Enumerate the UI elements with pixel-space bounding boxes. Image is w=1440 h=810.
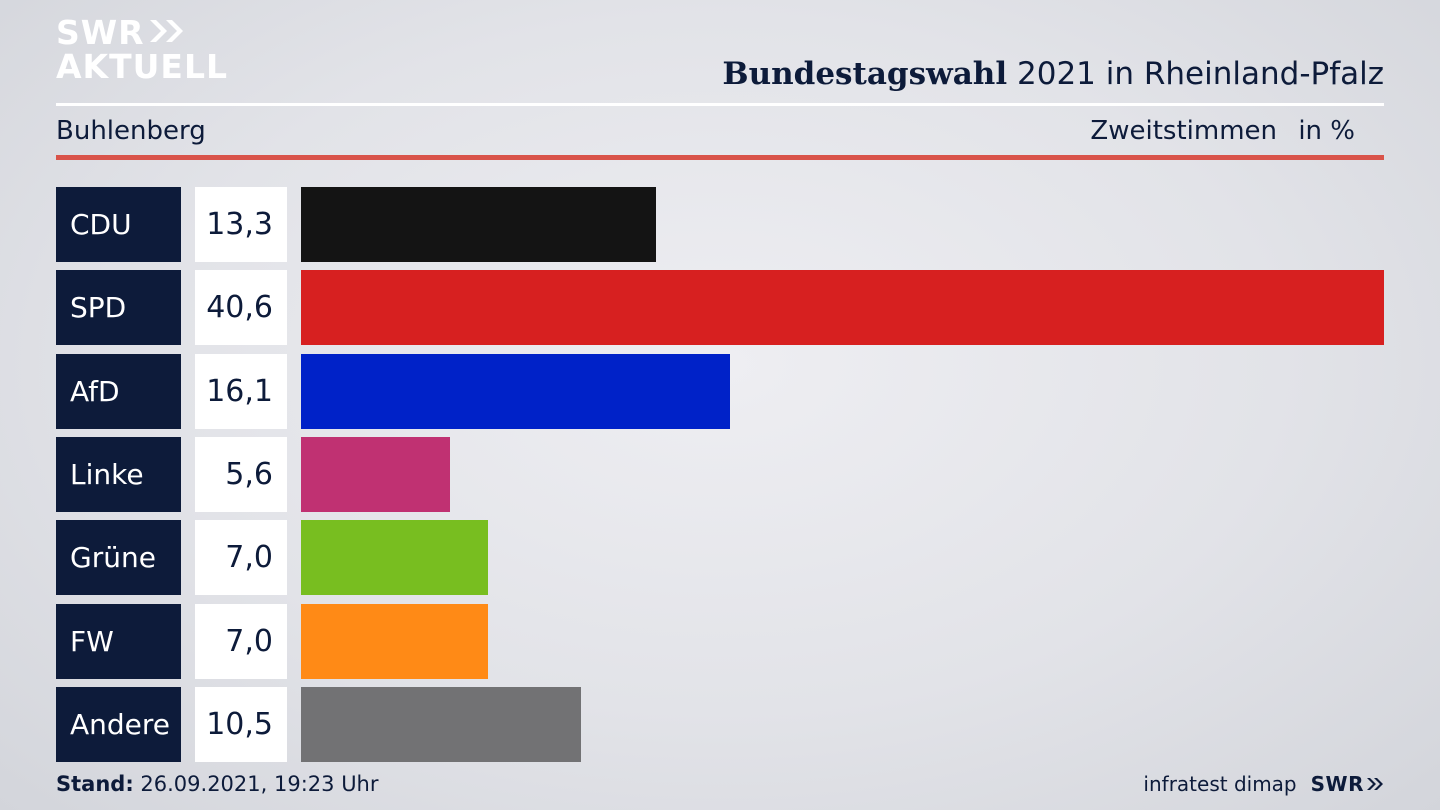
logo-line-1: SWR xyxy=(56,16,228,50)
value-label: 10,5 xyxy=(195,686,287,762)
small-double-chevron-icon xyxy=(1364,772,1384,796)
bar-row: FW 7,0 xyxy=(56,603,1384,679)
party-label: AfD xyxy=(56,353,181,429)
value-label: 13,3 xyxy=(195,187,287,262)
party-label: SPD xyxy=(56,270,181,346)
value-label: 16,1 xyxy=(195,353,287,429)
bar-row: Andere 10,5 xyxy=(56,686,1384,762)
party-label: Andere xyxy=(56,686,181,762)
accent-divider xyxy=(56,155,1384,160)
logo-line-2: AKTUELL xyxy=(56,47,229,86)
party-label: FW xyxy=(56,603,181,679)
double-chevron-icon xyxy=(148,16,186,50)
logo-swr-text: SWR xyxy=(56,13,145,52)
swr-brand-logo: SWR xyxy=(1311,772,1384,796)
swr-aktuell-logo: SWR AKTUELL xyxy=(56,16,228,84)
stand-label: Stand: xyxy=(56,772,134,796)
value-label: 40,6 xyxy=(195,270,287,346)
swr-brand-text: SWR xyxy=(1310,772,1364,796)
party-label: Grüne xyxy=(56,520,181,596)
bar xyxy=(301,270,1384,346)
timestamp: Stand: 26.09.2021, 19:23 Uhr xyxy=(56,772,379,796)
bar xyxy=(301,436,451,512)
party-label: CDU xyxy=(56,187,181,262)
bar xyxy=(301,520,488,596)
unit-label: in % xyxy=(1298,116,1355,146)
bar-row: CDU 13,3 xyxy=(56,187,1384,262)
bar xyxy=(301,187,656,262)
bar-row: Grüne 7,0 xyxy=(56,520,1384,596)
bar-row: SPD 40,6 xyxy=(56,270,1384,346)
bar-row: Linke 5,6 xyxy=(56,436,1384,512)
value-label: 7,0 xyxy=(195,520,287,596)
chart-title-rest: 2021 in Rheinland-Pfalz xyxy=(1017,56,1384,92)
bar xyxy=(301,353,731,429)
bar xyxy=(301,603,488,679)
value-label: 7,0 xyxy=(195,603,287,679)
footer-credits: infratest dimap SWR xyxy=(1143,772,1384,796)
value-label: 5,6 xyxy=(195,436,287,512)
party-label: Linke xyxy=(56,436,181,512)
source-credit: infratest dimap xyxy=(1143,772,1297,796)
chart-title: Bundestagswahl 2021 in Rheinland-Pfalz xyxy=(722,56,1384,92)
stand-value: 26.09.2021, 19:23 Uhr xyxy=(140,772,379,796)
header-divider xyxy=(56,103,1384,106)
metric-label: Zweitstimmen xyxy=(1090,116,1277,146)
location-subtitle: Buhlenberg xyxy=(56,116,206,146)
bar-row: AfD 16,1 xyxy=(56,353,1384,429)
chart-title-bold: Bundestagswahl xyxy=(722,56,1008,92)
bar xyxy=(301,686,582,762)
